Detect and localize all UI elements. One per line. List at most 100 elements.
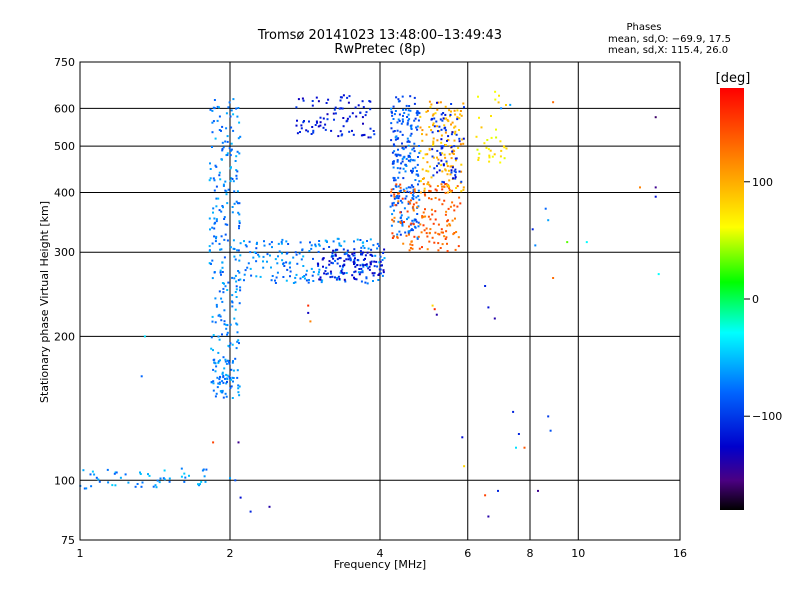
data-point [406, 137, 409, 140]
data-point [208, 250, 211, 253]
data-point [433, 241, 436, 244]
data-point [314, 245, 317, 248]
data-point [255, 252, 257, 254]
data-point [428, 189, 431, 192]
data-point [307, 130, 309, 133]
data-point [444, 129, 447, 132]
data-point [258, 255, 261, 258]
data-point [255, 243, 258, 245]
data-point [406, 140, 409, 143]
data-point [215, 205, 218, 208]
data-point [441, 185, 444, 188]
data-point [289, 270, 292, 273]
x-tick-label: 4 [377, 547, 384, 560]
data-point [369, 263, 372, 266]
data-point [214, 321, 217, 324]
data-point [218, 378, 221, 381]
data-point [494, 90, 497, 93]
phases-heading: Phases [626, 22, 661, 33]
data-point [221, 158, 223, 161]
data-point [302, 265, 305, 267]
data-point [451, 121, 454, 124]
data-point [390, 224, 393, 227]
data-point [381, 259, 384, 261]
data-point [406, 122, 409, 125]
data-point [358, 268, 361, 270]
data-point [262, 255, 265, 258]
data-point [394, 184, 397, 187]
data-point [432, 122, 435, 125]
data-point [396, 159, 399, 162]
data-point [361, 269, 364, 272]
data-point [348, 130, 351, 133]
data-point [268, 243, 271, 246]
data-point [458, 137, 461, 140]
data-point [505, 147, 508, 150]
data-point [428, 183, 431, 186]
data-point [423, 229, 426, 232]
data-point [357, 271, 360, 274]
data-point [299, 131, 301, 133]
data-point [366, 282, 369, 285]
data-point [439, 101, 442, 104]
data-point [401, 197, 404, 200]
data-point [399, 183, 402, 186]
data-point [415, 173, 418, 176]
data-point [368, 265, 371, 268]
data-point [444, 238, 447, 240]
data-point [342, 117, 345, 119]
data-point [343, 253, 346, 256]
data-point [412, 191, 415, 194]
data-point [232, 129, 235, 132]
data-point [83, 487, 86, 490]
data-point [229, 154, 232, 157]
data-point [447, 207, 450, 210]
data-point [423, 177, 425, 180]
data-point [462, 137, 465, 140]
data-point [231, 294, 234, 297]
data-point [416, 213, 419, 215]
x-tick-label: 8 [527, 547, 534, 560]
data-point [428, 126, 431, 128]
data-point [397, 220, 400, 223]
data-point [351, 112, 354, 115]
data-point [401, 147, 404, 149]
data-point [654, 195, 657, 198]
data-point [218, 383, 221, 385]
data-point [657, 273, 660, 276]
data-point [415, 201, 418, 204]
data-point [396, 233, 399, 236]
data-point [312, 271, 315, 273]
data-point [438, 233, 441, 236]
data-point [334, 254, 337, 257]
data-point [345, 258, 348, 261]
data-point [363, 133, 366, 136]
data-point [220, 248, 223, 251]
data-point [235, 280, 238, 283]
data-point [140, 485, 143, 488]
data-point [413, 96, 416, 99]
data-point [233, 255, 236, 258]
data-point [499, 140, 502, 143]
data-point [336, 277, 339, 279]
data-point [401, 142, 403, 145]
data-point [442, 112, 445, 114]
data-point [440, 145, 443, 148]
data-point [93, 473, 96, 476]
data-point [231, 178, 234, 180]
data-point [425, 110, 428, 113]
data-point [367, 247, 370, 250]
data-point [408, 249, 411, 252]
data-point [443, 124, 446, 127]
data-point [295, 106, 298, 109]
data-point [364, 264, 367, 266]
data-point [401, 118, 404, 121]
data-point [517, 433, 520, 435]
data-point [398, 119, 401, 122]
data-point [440, 228, 443, 231]
data-point [412, 167, 414, 170]
data-point [332, 112, 335, 115]
data-point [390, 194, 393, 197]
data-point [235, 288, 238, 291]
data-point [458, 117, 461, 120]
